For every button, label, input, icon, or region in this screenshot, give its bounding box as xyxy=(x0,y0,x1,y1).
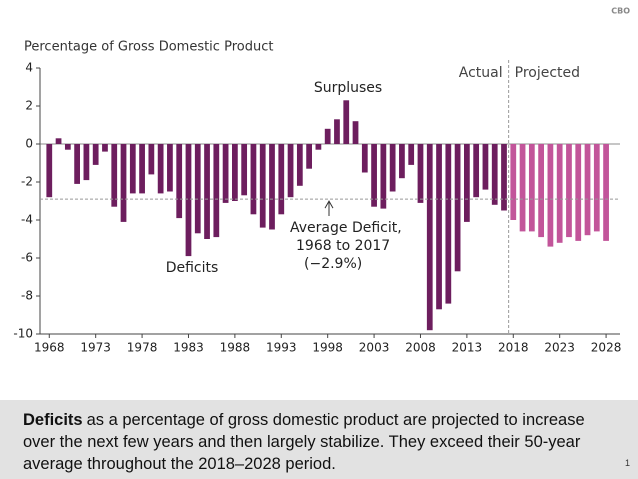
bar xyxy=(547,144,554,247)
page-number: 1 xyxy=(624,458,630,468)
bar xyxy=(528,144,535,232)
y-tick-label: -10 xyxy=(13,327,33,341)
bar xyxy=(464,144,470,222)
bar xyxy=(371,144,377,207)
bar xyxy=(593,144,600,232)
bar xyxy=(399,144,405,179)
bar xyxy=(334,119,340,144)
x-tick-label: 1998 xyxy=(312,341,343,355)
bar xyxy=(445,144,452,304)
bar xyxy=(566,144,572,238)
bar xyxy=(361,144,368,173)
bar xyxy=(556,144,563,243)
bar xyxy=(74,144,80,184)
x-tick-label: 2028 xyxy=(591,341,622,355)
x-tick-label: 1983 xyxy=(173,341,204,355)
bar xyxy=(129,144,136,194)
bar xyxy=(241,144,248,196)
bar xyxy=(55,138,62,144)
y-tick-label: 4 xyxy=(25,61,33,75)
bar xyxy=(157,144,164,194)
arrow-head xyxy=(324,200,334,209)
x-tick-label: 2018 xyxy=(498,341,529,355)
annotation: Average Deficit, xyxy=(290,220,402,236)
bar xyxy=(454,144,461,272)
bar xyxy=(473,144,480,198)
annotation: (−2.9%) xyxy=(304,256,362,272)
bar xyxy=(482,144,489,190)
bar xyxy=(213,144,220,238)
bar xyxy=(510,144,517,220)
bar xyxy=(296,144,303,186)
annotation: 1968 to 2017 xyxy=(296,238,390,254)
bar xyxy=(575,144,582,241)
x-tick-label: 1978 xyxy=(127,341,158,355)
bar xyxy=(120,144,127,222)
x-tick-label: 1993 xyxy=(266,341,297,355)
bar xyxy=(538,144,544,238)
x-tick-label: 1988 xyxy=(220,341,251,355)
bar xyxy=(417,144,424,203)
y-tick-label: 0 xyxy=(25,137,33,151)
y-tick-label: -6 xyxy=(21,251,33,265)
caption: Deficits as a percentage of gross domesti… xyxy=(23,409,593,475)
bar xyxy=(167,144,173,192)
bar xyxy=(603,144,609,241)
caption-text: as a percentage of gross domestic produc… xyxy=(23,411,585,473)
bar xyxy=(519,144,526,232)
caption-bold: Deficits xyxy=(23,411,83,429)
x-tick-label: 2008 xyxy=(405,341,436,355)
bar xyxy=(584,144,591,236)
bar xyxy=(380,144,387,209)
bar xyxy=(306,144,312,169)
bar xyxy=(250,144,257,215)
annotation: Surpluses xyxy=(314,80,382,96)
annotation: Deficits xyxy=(166,260,219,276)
bar xyxy=(111,144,118,207)
legend-actual: Actual xyxy=(459,65,503,81)
x-tick-label: 2023 xyxy=(544,341,575,355)
bar xyxy=(222,144,229,203)
bar xyxy=(92,144,99,165)
bar xyxy=(148,144,155,175)
bar xyxy=(389,144,396,192)
x-tick-label: 2013 xyxy=(452,341,483,355)
bar xyxy=(278,144,285,215)
x-tick-label: 2003 xyxy=(359,341,390,355)
bar xyxy=(102,144,108,152)
bar xyxy=(491,144,498,205)
bar xyxy=(194,144,201,234)
chart: CBO Percentage of Gross Domestic Product… xyxy=(13,7,630,355)
y-tick-label: -8 xyxy=(21,289,33,303)
bar xyxy=(324,128,331,144)
bar xyxy=(315,144,322,150)
bar xyxy=(46,144,53,198)
bar xyxy=(352,121,359,144)
x-tick-label: 1968 xyxy=(34,341,65,355)
y-tick-label: 2 xyxy=(25,99,33,113)
bar xyxy=(64,144,71,150)
source: CBO xyxy=(611,7,630,16)
bar xyxy=(232,144,238,201)
bar xyxy=(259,144,266,228)
bar xyxy=(501,144,507,211)
bar xyxy=(287,144,294,198)
bar xyxy=(139,144,145,194)
x-tick-label: 1973 xyxy=(80,341,111,355)
bar xyxy=(426,144,433,331)
caption-box: Deficits as a percentage of gross domesti… xyxy=(0,400,638,479)
y-axis-label: Percentage of Gross Domestic Product xyxy=(24,40,273,55)
bar xyxy=(343,100,350,144)
y-tick-label: -4 xyxy=(21,213,33,227)
legend-projected: Projected xyxy=(515,65,580,81)
bar xyxy=(269,144,275,230)
bar xyxy=(408,144,415,165)
bar xyxy=(204,144,210,239)
bar xyxy=(185,144,192,257)
bar xyxy=(83,144,90,181)
bar xyxy=(436,144,442,310)
y-tick-label: -2 xyxy=(21,175,33,189)
bar xyxy=(176,144,183,219)
